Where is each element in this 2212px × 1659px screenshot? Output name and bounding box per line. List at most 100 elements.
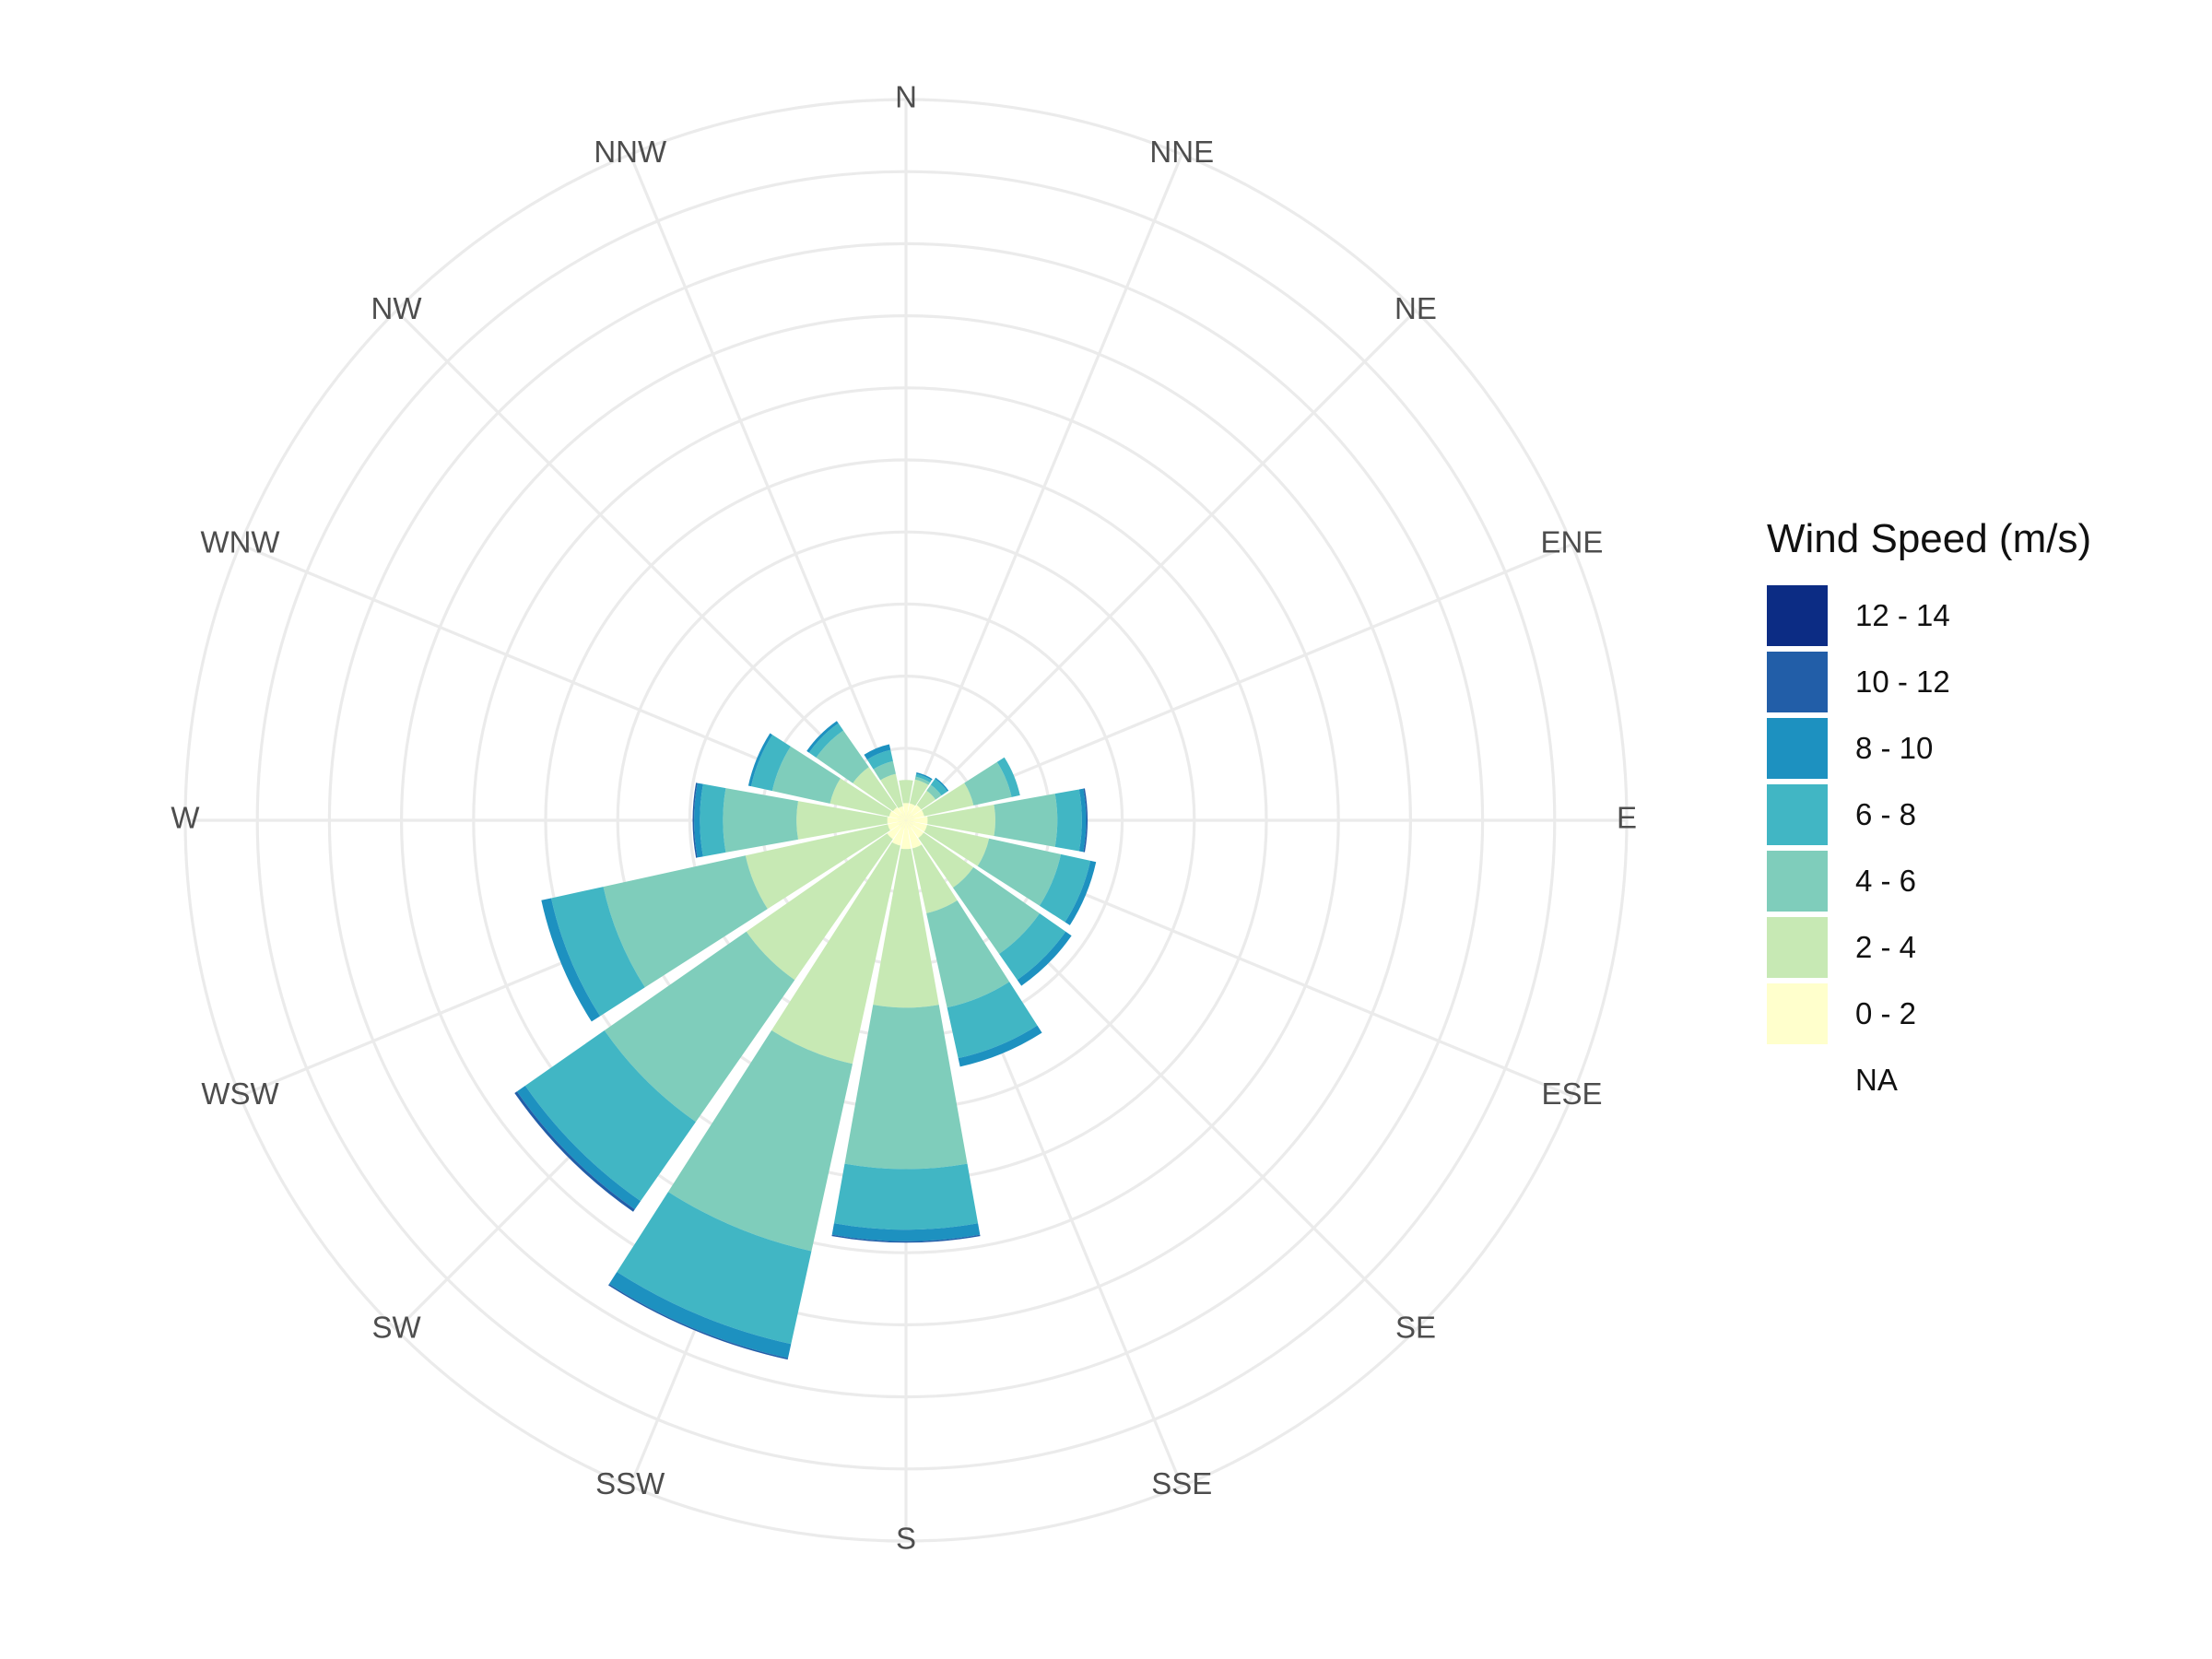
direction-label-se: SE	[1395, 1311, 1436, 1345]
grid-spoke	[629, 153, 908, 821]
bar-se-bin-2	[918, 832, 974, 888]
bar-ese-bin-3	[977, 838, 1062, 906]
legend-swatch	[1767, 585, 1828, 646]
bar-e-bin-5	[1078, 788, 1087, 853]
bar-wsw-bin-4	[551, 887, 645, 1017]
bar-ese-bin-1	[906, 820, 927, 832]
legend-item: 12 - 14	[1767, 582, 2091, 649]
wind-rose-bars	[514, 721, 1097, 1360]
bar-wnw-bin-2	[830, 778, 892, 817]
direction-label-n: N	[895, 80, 917, 114]
bar-ssw-bin-5	[608, 1272, 792, 1359]
bar-sse-bin-2	[912, 844, 958, 913]
bar-w-bin-1	[887, 817, 906, 824]
bar-wnw-bin-3	[771, 746, 841, 804]
direction-label-ne: NE	[1394, 291, 1437, 325]
bar-nw-bin-4	[808, 723, 844, 759]
legend-swatch	[1767, 983, 1828, 1044]
bar-w-bin-2	[796, 801, 888, 840]
direction-label-e: E	[1617, 801, 1637, 835]
bar-sse-bin-3	[926, 900, 1010, 1008]
bar-w-bin-5	[694, 782, 703, 858]
bar-nw-bin-2	[853, 767, 898, 812]
legend-label: 10 - 12	[1855, 665, 1950, 699]
bar-e-bin-6	[1083, 788, 1088, 853]
direction-labels: N NNE NE ENE E ESE SE SSE S SSW SW WSW W WNW NW NNW	[171, 80, 1637, 1556]
bar-nne-bin-4	[915, 773, 932, 783]
legend-label: NA	[1855, 1063, 1898, 1097]
direction-label-ssw: SSW	[595, 1466, 665, 1500]
legend-label: 4 - 6	[1855, 864, 1917, 898]
bar-sse-bin-1	[906, 820, 922, 849]
legend-item: 6 - 8	[1767, 782, 2091, 848]
bar-e-bin-2	[927, 804, 995, 837]
bar-nne-bin-3	[914, 776, 931, 785]
legend-swatch	[1767, 784, 1828, 845]
legend-item: 4 - 6	[1767, 848, 2091, 914]
bar-nnw-bin-5	[864, 744, 891, 760]
bar-s-bin-2	[873, 848, 939, 1008]
bar-nnw-bin-1	[898, 806, 906, 820]
legend-label: 12 - 14	[1855, 598, 1950, 632]
bar-se-bin-3	[952, 866, 1040, 954]
legend-label: 2 - 4	[1855, 930, 1917, 964]
bar-s-bin-1	[900, 820, 912, 850]
bar-sse-bin-5	[958, 1025, 1042, 1067]
bar-nnw-bin-3	[873, 760, 896, 781]
bar-wsw-bin-3	[603, 855, 768, 988]
bar-wnw-bin-5	[747, 733, 773, 787]
bar-w-bin-3	[723, 788, 798, 853]
legend-title: Wind Speed (m/s)	[1767, 516, 2092, 561]
bar-sw-bin-3	[604, 931, 795, 1123]
bar-sw-bin-1	[887, 820, 906, 840]
bar-s-bin-6	[831, 1234, 981, 1243]
legend-label: 8 - 10	[1855, 731, 1934, 765]
bar-se-bin-4	[999, 913, 1066, 981]
direction-label-sw: SW	[371, 1311, 421, 1345]
grid-spoke	[904, 153, 1183, 821]
direction-label-nne: NNE	[1149, 135, 1214, 169]
legend-swatch	[1767, 652, 1828, 712]
legend-item: 10 - 12	[1767, 649, 2091, 715]
legend-item: 0 - 2	[1767, 981, 2091, 1047]
bar-ene-bin-1	[906, 810, 924, 820]
bar-n-bin-2	[899, 780, 913, 804]
bar-ssw-bin-4	[617, 1192, 812, 1345]
legend-swatch	[1767, 851, 1828, 912]
legend-label: 0 - 2	[1855, 996, 1917, 1030]
legend-item: 2 - 4	[1767, 914, 2091, 981]
bar-nnw-bin-2	[880, 773, 903, 808]
bar-nw-bin-3	[816, 730, 869, 783]
bar-w-bin-6	[692, 782, 698, 858]
direction-label-sse: SSE	[1151, 1466, 1212, 1500]
bar-ne-bin-1	[906, 805, 922, 820]
grid-spoke	[905, 543, 1573, 822]
legend-item: 8 - 10	[1767, 715, 2091, 782]
direction-label-wnw: WNW	[200, 524, 280, 559]
bar-sw-bin-4	[524, 1030, 696, 1202]
legend-swatch	[1767, 1050, 1828, 1111]
bar-s-bin-5	[831, 1223, 981, 1241]
grid-spoke	[904, 309, 1418, 822]
bar-ssw-bin-1	[891, 820, 906, 846]
bar-s-bin-3	[844, 1005, 968, 1170]
bar-ssw-bin-3	[667, 1030, 853, 1252]
direction-label-nnw: NNW	[594, 135, 667, 169]
bar-sse-bin-4	[947, 982, 1038, 1059]
bar-wnw-bin-1	[888, 810, 906, 820]
bar-wsw-bin-2	[745, 824, 890, 910]
legend-swatch	[1767, 718, 1828, 779]
bar-nw-bin-1	[892, 806, 906, 820]
direction-label-w: W	[171, 801, 200, 835]
legend-swatch	[1767, 917, 1828, 978]
legend-items: 12 - 14 10 - 12 8 - 10 6 - 8 4 - 6 2 - 4 0 - 2…	[1767, 582, 2091, 1113]
bar-ese-bin-2	[924, 825, 990, 866]
bar-ese-bin-4	[1039, 853, 1091, 923]
bar-nnw-bin-4	[866, 749, 893, 770]
legend-label: 6 - 8	[1855, 797, 1917, 831]
bar-nne-bin-2	[910, 779, 929, 806]
bar-ene-bin-2	[922, 782, 974, 817]
bar-wnw-bin-4	[750, 735, 791, 792]
bar-ene-bin-4	[996, 757, 1020, 797]
